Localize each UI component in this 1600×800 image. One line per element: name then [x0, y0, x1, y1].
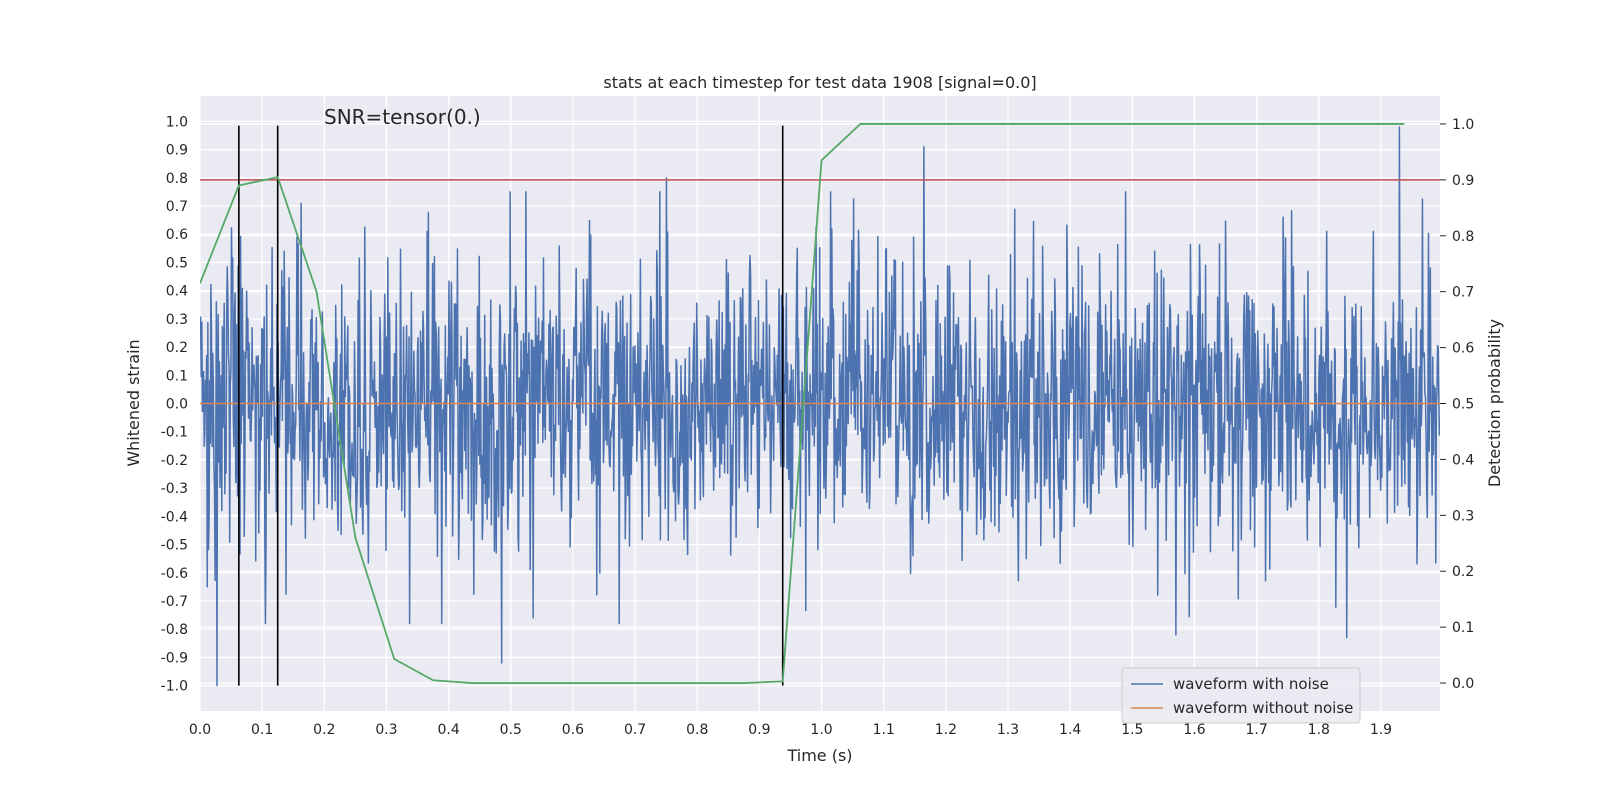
x-tick-label: 1.9: [1370, 722, 1392, 738]
x-tick-label: 1.3: [997, 722, 1019, 738]
x-tick-label: 1.5: [1121, 722, 1143, 738]
x-tick-label: 1.1: [873, 722, 895, 738]
y-tick-label: -0.7: [161, 594, 188, 610]
y2-tick-label: 0.1: [1452, 620, 1474, 636]
x-tick-label: 0.2: [313, 722, 335, 738]
x-axis: 0.0 0.1 0.2 0.3 0.4 0.5 0.6 0.7 0.8 0.9 1.0 1.1 1.2 1…: [189, 722, 1392, 738]
y-tick-label: 0.3: [166, 312, 188, 328]
x-tick-label: 1.0: [810, 722, 832, 738]
chart-title: stats at each timestep for test data 190…: [603, 73, 1036, 92]
y-tick-label: -0.4: [161, 509, 188, 525]
x-tick-label: 0.1: [251, 722, 273, 738]
y2-tick-label: 0.0: [1452, 676, 1474, 692]
x-tick-label: 0.3: [375, 722, 397, 738]
y-tick-label: 0.2: [166, 340, 188, 356]
x-tick-label: 0.7: [624, 722, 646, 738]
legend: waveform with noise waveform without noi…: [1121, 667, 1361, 724]
probability-line: [200, 123, 1405, 684]
x-tick-label: 1.7: [1246, 722, 1268, 738]
y-tick-label: 0.9: [166, 143, 188, 159]
y2-tick-label: 0.7: [1452, 285, 1474, 301]
legend-label-noise: waveform with noise: [1173, 675, 1329, 693]
y-tick-label: 0.5: [166, 255, 188, 271]
x-tick-label: 0.0: [189, 722, 211, 738]
y-tick-label: -0.3: [161, 481, 188, 497]
y-tick-label: 1.0: [166, 114, 188, 130]
y-tick-label: 0.4: [166, 284, 188, 300]
y2-tick-label: 0.6: [1452, 341, 1474, 357]
x-tick-label: 0.6: [562, 722, 584, 738]
x-tick-label: 1.4: [1059, 722, 1081, 738]
snr-annotation: SNR=tensor(0.): [324, 105, 481, 129]
x-tick-label: 0.4: [437, 722, 459, 738]
legend-label-clean: waveform without noise: [1173, 699, 1353, 717]
x-tick-label: 0.5: [500, 722, 522, 738]
y2-tick-label: 0.9: [1452, 173, 1474, 189]
x-tick-label: 1.8: [1308, 722, 1330, 738]
y-tick-label: -0.9: [161, 650, 188, 666]
noise-waveform-line: [200, 126, 1440, 687]
y2-tick-label: 1.0: [1452, 117, 1474, 133]
x-tick-label: 1.6: [1183, 722, 1205, 738]
y-tick-label: 0.0: [166, 397, 188, 413]
y-axis-left: 1.0 0.9 0.8 0.7 0.6 0.5 0.4 0.3 0.2 0.1 0.0 -0.1 -0.…: [161, 114, 188, 694]
y-axis-right: 1.0 0.9 0.8 0.7 0.6 0.5 0.4 0.3 0.2 0.1 0.0: [1440, 117, 1474, 692]
y-axis-label: Whitened strain: [124, 339, 143, 466]
y-tick-label: -0.5: [161, 538, 188, 554]
y2-tick-label: 0.5: [1452, 397, 1474, 413]
x-tick-label: 0.9: [748, 722, 770, 738]
legend-box: [1121, 667, 1361, 724]
y-tick-label: -1.0: [161, 679, 188, 695]
y-tick-label: -0.8: [161, 622, 188, 638]
y-tick-label: 0.6: [166, 227, 188, 243]
x-axis-label: Time (s): [786, 746, 852, 765]
y2-tick-label: 0.4: [1452, 452, 1474, 468]
y-tick-label: 0.7: [166, 199, 188, 215]
series-layer: [200, 123, 1440, 687]
y-tick-label: 0.8: [166, 171, 188, 187]
y2-axis-label: Detection probability: [1485, 319, 1504, 487]
y-tick-label: -0.2: [161, 453, 188, 469]
y-tick-label: -0.1: [161, 425, 188, 441]
x-tick-label: 1.2: [935, 722, 957, 738]
y-tick-label: 0.1: [166, 368, 188, 384]
y2-tick-label: 0.2: [1452, 564, 1474, 580]
y2-tick-label: 0.3: [1452, 508, 1474, 524]
y2-tick-label: 0.8: [1452, 229, 1474, 245]
y-tick-label: -0.6: [161, 566, 188, 582]
x-tick-label: 0.8: [686, 722, 708, 738]
